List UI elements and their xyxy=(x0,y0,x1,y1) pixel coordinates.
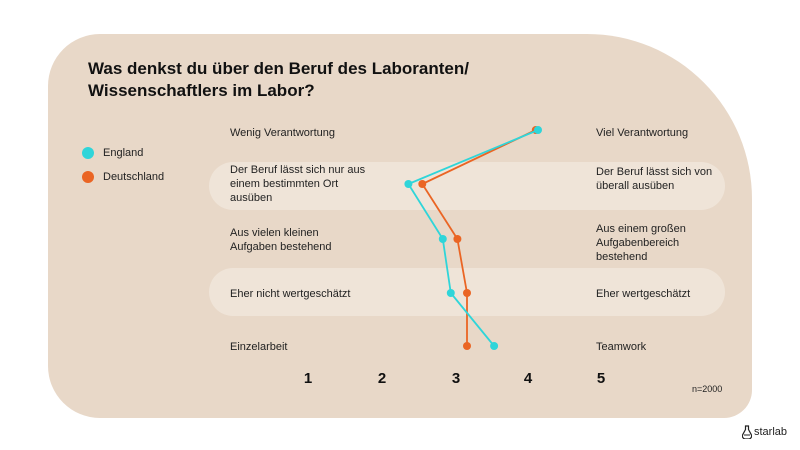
data-point-england-4 xyxy=(446,289,455,297)
chart-title: Was denkst du über den Beruf des Laboran… xyxy=(88,59,469,100)
right-label-3: Aus einem großen Aufgabenbereich bestehe… xyxy=(596,223,686,263)
right-label-2: Der Beruf lässt sich von überall ausüben xyxy=(596,166,713,192)
left-label-2: Der Beruf lässt sich nur aus einem besti… xyxy=(230,164,366,204)
series-line-england xyxy=(407,129,539,347)
x-tick-3: 3 xyxy=(451,370,461,387)
data-point-england-3 xyxy=(438,235,447,243)
data-point-england-5 xyxy=(490,342,499,350)
data-point-england-2 xyxy=(404,180,413,188)
left-label-3: Aus vielen kleinen Aufgaben bestehend xyxy=(230,227,332,253)
data-point-england-1 xyxy=(534,126,542,134)
legend-label-deutschland: Deutschland xyxy=(103,171,165,183)
right-label-5: Teamwork xyxy=(596,341,647,353)
row-band-2 xyxy=(209,162,725,210)
x-tick-4: 4 xyxy=(523,370,533,387)
data-point-deutschland-5 xyxy=(463,342,471,350)
flask-icon xyxy=(742,425,752,439)
x-tick-2: 2 xyxy=(377,370,387,387)
left-label-5: Einzelarbeit xyxy=(230,341,288,353)
data-point-deutschland-2 xyxy=(418,180,427,188)
right-label-4: Eher wertgeschätzt xyxy=(596,288,691,300)
chart-card xyxy=(48,34,752,418)
data-point-deutschland-4 xyxy=(463,289,471,297)
legend-label-england: England xyxy=(103,147,144,159)
legend-marker-deutschland xyxy=(82,171,94,183)
right-label-1: Viel Verantwortung xyxy=(596,127,689,139)
sample-size-note: n=2000 xyxy=(692,384,723,394)
data-point-deutschland-3 xyxy=(453,235,462,243)
left-label-4: Eher nicht wertgeschätzt xyxy=(230,288,351,300)
x-tick-1: 1 xyxy=(303,370,313,387)
x-tick-5: 5 xyxy=(596,370,606,387)
legend-marker-england xyxy=(82,147,94,159)
brand-name: starlab xyxy=(754,426,788,438)
left-label-1: Wenig Verantwortung xyxy=(230,127,335,139)
